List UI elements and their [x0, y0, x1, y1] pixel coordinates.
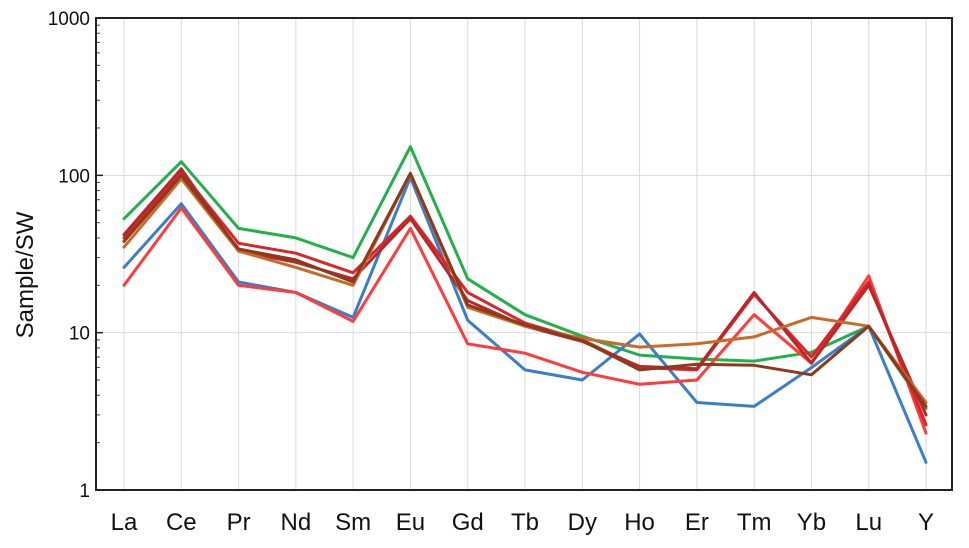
series-line-7 — [122, 171, 928, 408]
y-tick-label: 10 — [69, 324, 90, 345]
x-tick-label: La — [111, 509, 138, 536]
x-tick-label: Gd — [452, 509, 484, 536]
series-line-4 — [122, 170, 928, 427]
x-tick-label: Tm — [737, 509, 772, 536]
y-tick-label: 1 — [79, 481, 90, 502]
y-tick-label: 100 — [58, 166, 90, 187]
x-tick-label: Tb — [511, 509, 539, 536]
series-lines — [122, 145, 928, 464]
x-tick-label: Nd — [281, 509, 312, 536]
gridlines — [96, 17, 952, 491]
series-line-1 — [122, 145, 928, 410]
plot-frame — [95, 17, 953, 491]
x-tick-label: Y — [918, 509, 934, 536]
x-tick-label: Ce — [166, 509, 197, 536]
y-axis-label: Sample/SW — [12, 211, 39, 338]
x-tick-label: Dy — [568, 509, 597, 536]
y-tick-label: 1000 — [48, 9, 90, 30]
series-line-2 — [122, 175, 928, 464]
x-axis-ticks: La Ce Pr Nd Sm Eu Gd Tb Dy Ho Er Tm Yb Lu Y — [111, 509, 934, 536]
x-tick-label: Ho — [624, 509, 655, 536]
y-axis-ticks: 1 10 100 1000 — [48, 9, 90, 502]
x-tick-label: Eu — [396, 509, 425, 536]
x-tick-label: Yb — [797, 509, 826, 536]
x-tick-label: Lu — [855, 509, 882, 536]
series-line-3 — [122, 206, 928, 435]
x-tick-label: Sm — [335, 509, 371, 536]
x-tick-label: Pr — [227, 509, 251, 536]
x-tick-label: Er — [685, 509, 709, 536]
